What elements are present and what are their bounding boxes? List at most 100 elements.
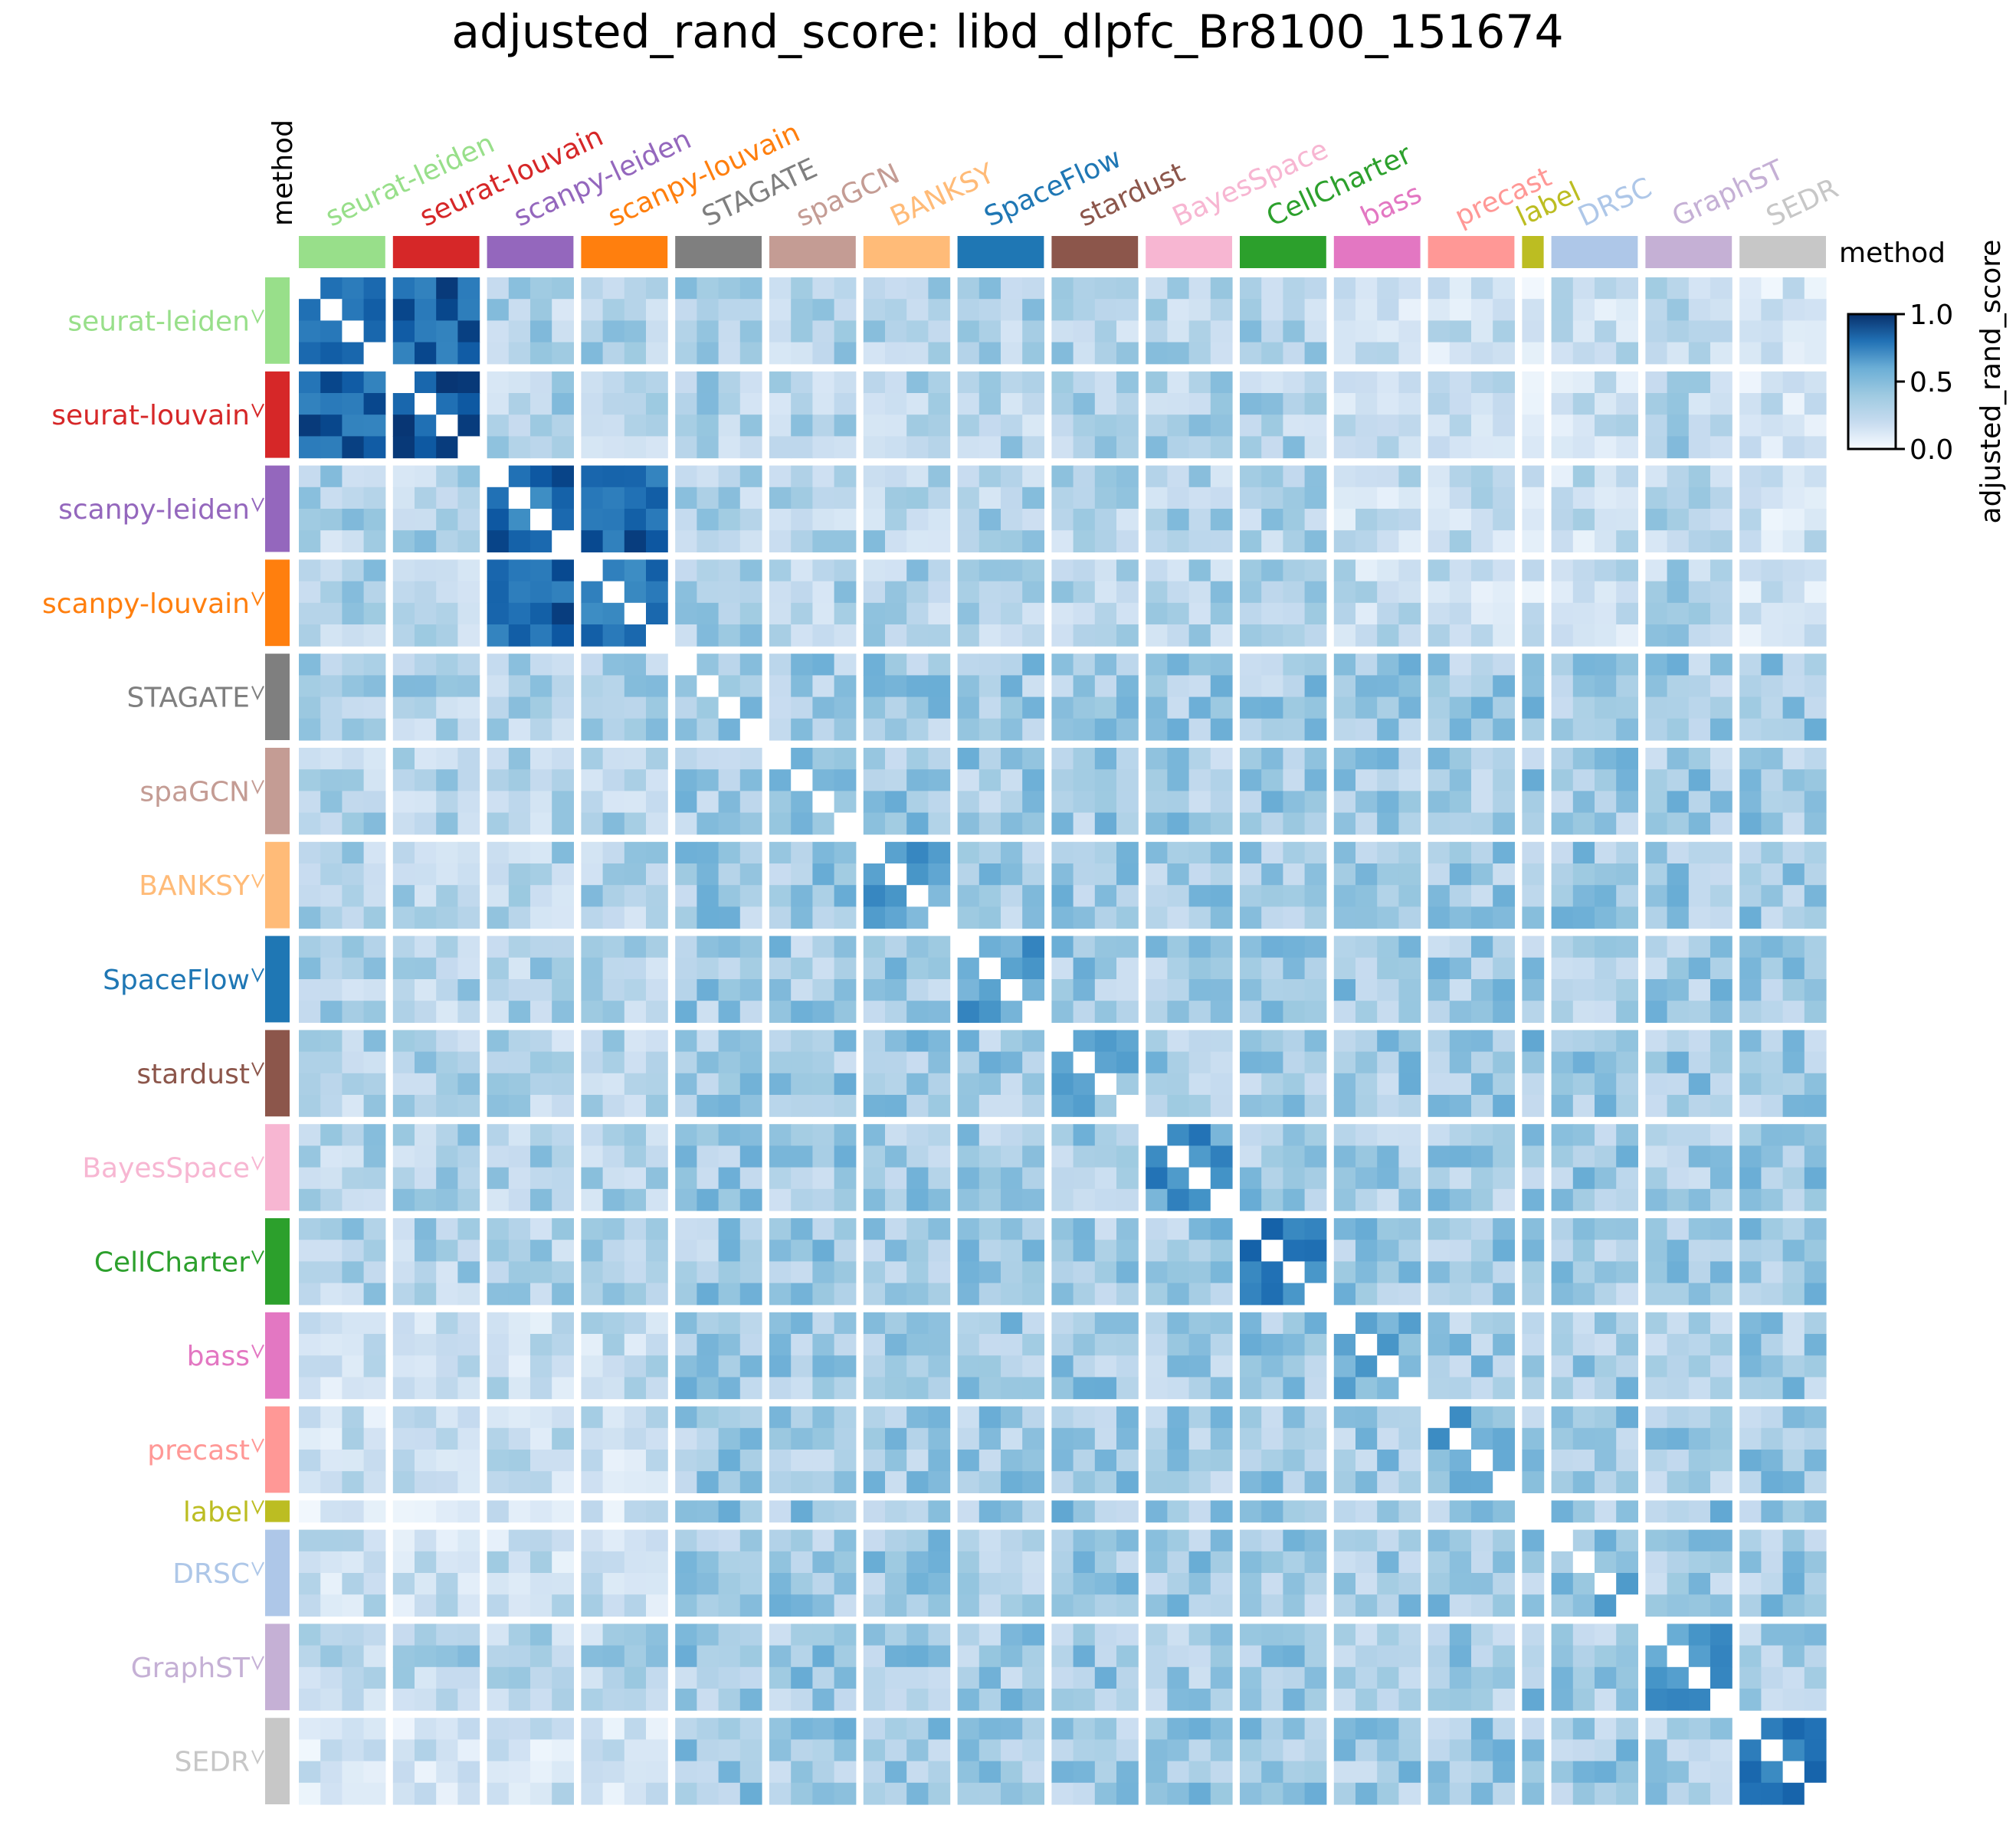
heatmap-cell (1167, 1051, 1190, 1074)
heatmap-cell (863, 1551, 886, 1574)
heatmap-cell (1188, 1312, 1211, 1335)
heatmap-cell (718, 1739, 741, 1762)
heatmap-cell (1167, 371, 1190, 394)
heatmap-cell (769, 654, 792, 676)
heatmap-cell (436, 1500, 458, 1523)
heatmap-cell (1304, 559, 1327, 582)
heatmap-cell (1551, 654, 1574, 676)
heatmap-cell (1073, 675, 1096, 698)
heatmap-cell (928, 414, 951, 437)
heatmap-cell (1355, 509, 1378, 531)
heatmap-cell (392, 1551, 415, 1574)
heatmap-cell (769, 530, 792, 552)
heatmap-cell (812, 841, 835, 864)
heatmap-cell (697, 509, 720, 531)
heatmap-cell (739, 935, 762, 958)
heatmap-cell (1355, 748, 1378, 770)
heatmap-cell (530, 559, 552, 582)
heatmap-cell (697, 1124, 720, 1146)
heatmap-cell (299, 277, 321, 300)
heatmap-cell (697, 1051, 720, 1074)
heatmap-cell (957, 812, 980, 835)
heatmap-cell (415, 935, 437, 958)
heatmap-cell (1377, 1406, 1399, 1429)
heatmap-cell (1398, 1761, 1421, 1784)
heatmap-cell (1261, 1030, 1283, 1053)
heatmap-cell (1398, 1500, 1421, 1523)
heatmap-cell (1073, 1261, 1096, 1284)
heatmap-cell (1645, 320, 1668, 343)
heatmap-cell (697, 791, 720, 814)
heatmap-cell (1304, 1073, 1327, 1096)
heatmap-cell (552, 530, 574, 552)
heatmap-cell (1645, 1377, 1668, 1400)
heatmap-cell (342, 1261, 365, 1284)
heatmap-cell (1261, 465, 1283, 488)
heatmap-cell (1782, 675, 1805, 698)
heatmap-cell (320, 1406, 343, 1429)
heatmap-cell (646, 1666, 668, 1689)
heatmap-cell (1261, 371, 1283, 394)
heatmap-cell (552, 885, 574, 907)
heatmap-cell (1283, 559, 1306, 582)
heatmap-cell (624, 559, 647, 582)
heatmap-cell (1645, 277, 1668, 300)
heatmap-cell (1398, 1529, 1421, 1552)
heatmap-cell (1428, 1427, 1451, 1450)
heatmap-cell (1116, 1283, 1139, 1306)
heatmap-cell (1710, 371, 1732, 394)
heatmap-cell (1804, 581, 1827, 604)
heatmap-cell (1688, 393, 1711, 415)
heatmap-cell (834, 277, 857, 300)
heatmap-cell (624, 624, 647, 647)
heatmap-cell (299, 1051, 321, 1074)
heatmap-cell (928, 1718, 951, 1740)
heatmap-cell (739, 414, 762, 437)
heatmap-cell (1355, 1124, 1378, 1146)
heatmap-cell (978, 1739, 1001, 1762)
heatmap-cell (697, 1406, 720, 1429)
heatmap-cell (1645, 791, 1668, 814)
heatmap-cell (1804, 1551, 1827, 1574)
heatmap-cell (1146, 414, 1168, 437)
heatmap-cell (791, 791, 813, 814)
heatmap-cell (1471, 1188, 1493, 1211)
heatmap-cell (1188, 320, 1211, 343)
heatmap-cell (1428, 1782, 1451, 1805)
heatmap-cell (739, 863, 762, 886)
heatmap-cell (1116, 696, 1139, 719)
heatmap-cell (602, 1406, 625, 1429)
heatmap-cell (1167, 1761, 1190, 1784)
heatmap-cell (363, 1240, 386, 1262)
heatmap-cell (1804, 979, 1827, 1001)
heatmap-cell (1377, 1312, 1399, 1335)
heatmap-cell (508, 602, 531, 625)
heatmap-cell (1240, 1471, 1262, 1493)
heatmap-cell (1595, 718, 1617, 741)
heatmap-cell (581, 1551, 604, 1574)
heatmap-cell (1116, 1188, 1139, 1211)
heatmap-cell (675, 1124, 697, 1146)
heatmap-cell (739, 654, 762, 676)
heatmap-cell (1022, 1529, 1044, 1552)
heatmap-cell (978, 1594, 1001, 1617)
heatmap-cell (1355, 1073, 1378, 1096)
heatmap-cell (1261, 791, 1283, 814)
heatmap-cell (320, 1666, 343, 1689)
heatmap-cell (1595, 1782, 1617, 1805)
heatmap-cell (602, 885, 625, 907)
heatmap-cell (1283, 791, 1306, 814)
heatmap-cell (1333, 581, 1356, 604)
heatmap-cell (1333, 1645, 1356, 1668)
heatmap-cell (1595, 1167, 1617, 1190)
heatmap-cell (1283, 1500, 1306, 1523)
heatmap-cell (1022, 812, 1044, 835)
heatmap-cell (1428, 436, 1451, 459)
heatmap-cell (697, 1355, 720, 1378)
heatmap-cell (885, 1001, 907, 1023)
heatmap-cell (1283, 342, 1306, 365)
heatmap-cell (1398, 1312, 1421, 1335)
heatmap-cell (1051, 371, 1074, 394)
heatmap-cell (1667, 1500, 1690, 1523)
heatmap-cell (602, 1377, 625, 1400)
